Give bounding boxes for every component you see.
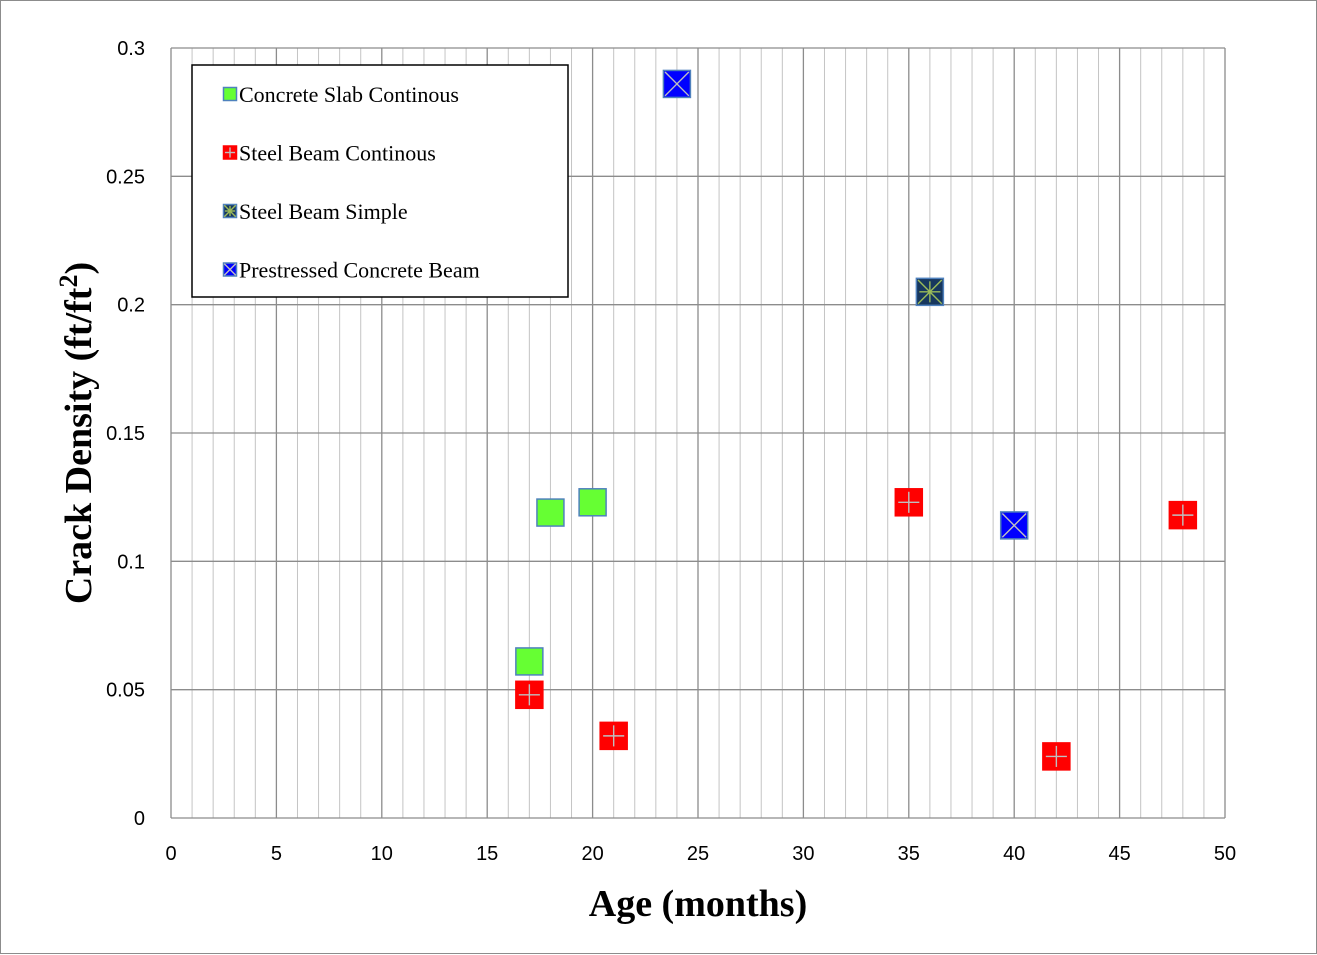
data-point — [515, 647, 544, 676]
legend-item: Concrete Slab Continous — [222, 82, 459, 107]
marker-diag-2 — [223, 263, 237, 276]
marker-square — [515, 647, 544, 676]
legend-label: Concrete Slab Continous — [239, 82, 459, 107]
marker-square — [578, 488, 607, 517]
data-point — [599, 721, 628, 751]
marker-diag-2 — [1001, 513, 1027, 538]
x-tick-label: 25 — [687, 843, 709, 865]
legend-box — [191, 64, 569, 298]
y-tick-label: 0.15 — [106, 423, 145, 445]
legend-marker — [222, 145, 238, 160]
data-point — [915, 277, 945, 307]
series-prestressed-concrete-beam — [662, 69, 1029, 540]
marker-square — [222, 86, 238, 102]
series-steel-beam-continous — [515, 488, 1198, 771]
x-tick-label: 30 — [792, 843, 814, 865]
y-tick-label: 0.1 — [117, 551, 145, 573]
y-axis-title-superscript: 2 — [54, 275, 83, 288]
legend: Concrete Slab Continous Steel Beam Contin… — [191, 64, 569, 298]
x-tick-label: 40 — [1003, 843, 1025, 865]
data-points — [515, 69, 1198, 771]
x-tick-label: 20 — [581, 843, 603, 865]
marker-diag-2 — [664, 71, 690, 97]
y-axis-title-main: Crack Density (ft/ft — [58, 287, 100, 604]
legend-items: Concrete Slab Continous Steel Beam Contin… — [222, 82, 480, 283]
marker-diag-2 — [917, 279, 943, 305]
y-axis-title: Crack Density (ft/ft2) — [54, 262, 100, 604]
marker-square — [536, 498, 565, 527]
legend-label: Prestressed Concrete Beam — [239, 258, 480, 283]
data-point — [578, 488, 607, 517]
x-tick-label: 0 — [165, 843, 176, 865]
series-concrete-slab-continous — [515, 488, 607, 676]
legend-item: Steel Beam Simple — [222, 199, 408, 224]
tick-labels: 0 5 10 15 20 25 30 35 40 45 50 0 0.05 0.1 0.15 0.2 0.25 0… — [106, 38, 1236, 865]
legend-marker — [222, 86, 238, 102]
legend-label: Steel Beam Continous — [239, 141, 436, 166]
x-tick-label: 15 — [476, 843, 498, 865]
data-point — [1042, 742, 1071, 771]
data-point — [536, 498, 565, 527]
x-axis-title: Age (months) — [589, 883, 807, 925]
x-tick-label: 50 — [1214, 843, 1236, 865]
x-tick-label: 45 — [1108, 843, 1130, 865]
data-point — [894, 488, 924, 517]
data-point — [515, 680, 544, 710]
legend-label: Steel Beam Simple — [239, 199, 408, 224]
legend-item: Steel Beam Continous — [222, 141, 436, 166]
y-tick-label: 0.2 — [117, 295, 145, 317]
x-tick-label: 35 — [898, 843, 920, 865]
data-point — [999, 511, 1029, 540]
data-point — [662, 69, 692, 99]
marker-diag-2 — [223, 204, 237, 218]
y-tick-label: 0.25 — [106, 166, 145, 188]
legend-marker — [222, 203, 238, 219]
legend-item: Prestressed Concrete Beam — [222, 258, 480, 283]
legend-marker — [222, 262, 238, 277]
series-steel-beam-simple — [915, 277, 945, 307]
y-axis-title-end: ) — [58, 262, 100, 275]
y-tick-label: 0 — [134, 808, 145, 830]
x-tick-label: 10 — [371, 843, 393, 865]
data-point — [1168, 500, 1198, 530]
x-tick-label: 5 — [271, 843, 282, 865]
y-tick-label: 0.05 — [106, 680, 145, 702]
y-tick-label: 0.3 — [117, 38, 145, 60]
